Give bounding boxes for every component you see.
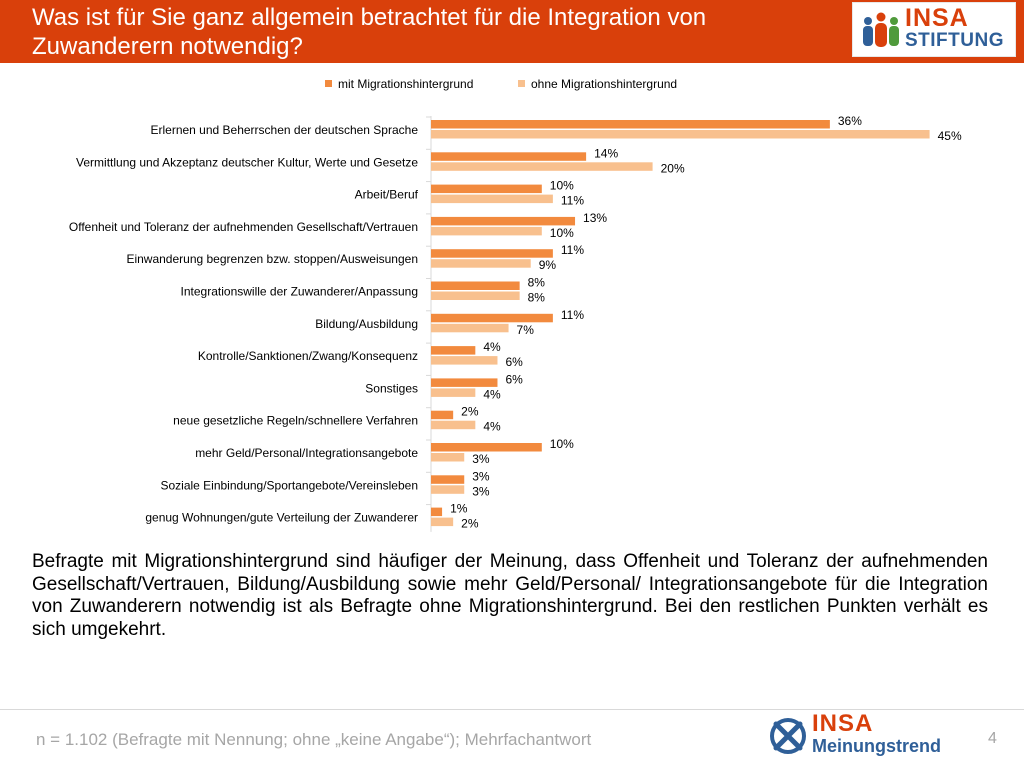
- bar: [431, 313, 553, 323]
- data-label: 36%: [838, 114, 862, 128]
- bar: [431, 323, 509, 333]
- bar: [431, 259, 531, 268]
- page-title: Was ist für Sie ganz allgemein betrachte…: [32, 4, 707, 60]
- data-label: 8%: [528, 291, 546, 305]
- bar: [431, 420, 476, 430]
- footer-logo-word: INSA: [812, 710, 874, 737]
- data-label: 10%: [550, 437, 574, 451]
- bar: [431, 443, 542, 452]
- bar: [431, 291, 520, 300]
- category-label: mehr Geld/Personal/Integrationsangebote: [195, 446, 418, 460]
- bar: [431, 517, 454, 527]
- data-label: 4%: [483, 420, 501, 434]
- data-label: 6%: [505, 372, 523, 386]
- bar: [431, 162, 653, 171]
- category-label: Vermittlung und Akzeptanz deutscher Kult…: [76, 155, 418, 169]
- logo-sub: STIFTUNG: [905, 30, 1011, 52]
- data-label: 1%: [450, 502, 468, 516]
- insa-meinungstrend-logo: INSA Meinungstrend: [768, 712, 968, 762]
- people-icon: [863, 12, 899, 47]
- data-label: 8%: [528, 276, 546, 290]
- bar: [431, 130, 930, 139]
- data-label: 7%: [517, 323, 535, 337]
- bar: [431, 152, 587, 161]
- data-label: 4%: [483, 340, 501, 354]
- bar: [431, 485, 465, 494]
- bar: [431, 194, 553, 204]
- logo-word: INSA: [905, 4, 969, 32]
- data-label: 3%: [472, 469, 490, 483]
- bar: [431, 475, 465, 484]
- insa-stiftung-logo: INSA STIFTUNG: [852, 2, 1016, 57]
- insa-mark-icon: [770, 718, 806, 754]
- data-label: 6%: [505, 355, 523, 369]
- bar: [431, 346, 476, 355]
- bar: [431, 249, 553, 258]
- category-label: Einwanderung begrenzen bzw. stoppen/Ausw…: [126, 252, 418, 266]
- footer-logo-sub: Meinungstrend: [812, 736, 941, 756]
- data-label: 10%: [550, 226, 574, 240]
- category-label: Soziale Einbindung/Sportangebote/Vereins…: [160, 478, 418, 492]
- category-label: Integrationswille der Zuwanderer/Anpassu…: [181, 285, 418, 299]
- bar: [431, 281, 520, 290]
- data-label: 3%: [472, 452, 490, 466]
- category-label: neue gesetzliche Regeln/schnellere Verfa…: [173, 414, 418, 428]
- category-label: Arbeit/Beruf: [355, 188, 419, 202]
- legend-swatch: [325, 80, 332, 87]
- bar: [431, 356, 498, 365]
- bar: [431, 226, 542, 236]
- legend-label: ohne Migrationshintergrund: [531, 77, 677, 91]
- bar: [431, 216, 576, 226]
- data-label: 20%: [661, 161, 685, 175]
- data-label: 10%: [550, 179, 574, 193]
- data-label: 4%: [483, 387, 501, 401]
- legend-label: mit Migrationshintergrund: [338, 77, 473, 91]
- bar: [431, 507, 443, 517]
- bar-chart: mit Migrationshintergrund ohne Migrations…: [69, 77, 962, 532]
- category-label: Kontrolle/Sanktionen/Zwang/Konsequenz: [198, 349, 418, 363]
- data-label: 45%: [938, 129, 962, 143]
- data-label: 11%: [561, 194, 584, 208]
- data-label: 14%: [594, 146, 618, 160]
- sample-note: n = 1.102 (Befragte mit Nennung; ohne „k…: [36, 730, 592, 749]
- bar: [431, 388, 476, 397]
- bar: [431, 453, 465, 462]
- data-label: 3%: [472, 484, 490, 498]
- bar: [431, 378, 498, 387]
- bar: [431, 184, 542, 194]
- summary-text: Befragte mit Migrationshintergrund sind …: [32, 551, 988, 640]
- data-label: 9%: [539, 258, 557, 272]
- data-label: 11%: [561, 243, 584, 257]
- data-label: 13%: [583, 211, 607, 225]
- category-label: Sonstiges: [365, 381, 418, 395]
- data-label: 11%: [561, 308, 584, 322]
- category-label: Erlernen und Beherrschen der deutschen S…: [150, 123, 418, 137]
- category-label: Bildung/Ausbildung: [315, 317, 418, 331]
- data-label: 2%: [461, 405, 479, 419]
- category-label: Offenheit und Toleranz der aufnehmenden …: [69, 220, 418, 234]
- legend-swatch: [518, 80, 525, 87]
- page-number: 4: [988, 730, 997, 747]
- title-bar: Was ist für Sie ganz allgemein betrachte…: [0, 0, 1024, 63]
- bar: [431, 120, 830, 129]
- bar: [431, 410, 454, 420]
- category-label: genug Wohnungen/gute Verteilung der Zuwa…: [145, 511, 418, 525]
- footer-divider: [0, 709, 1024, 710]
- data-label: 2%: [461, 517, 479, 531]
